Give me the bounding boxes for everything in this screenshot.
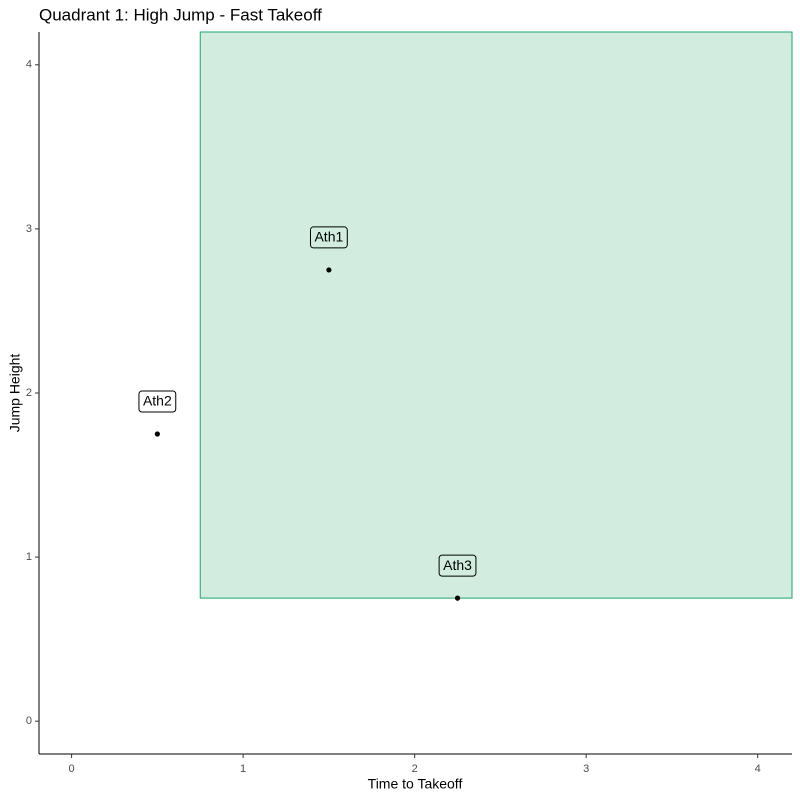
x-tick-label: 2 [412,763,418,775]
y-tick-label: 3 [26,223,32,235]
x-tick-label: 0 [69,763,75,775]
point [154,431,160,437]
y-axis-title: Jump Height [7,354,23,433]
region [199,31,793,599]
label-box [438,554,477,577]
y-tick-label: 2 [26,387,32,399]
y-tick-label: 1 [26,551,32,563]
point [326,267,332,273]
point-label: Ath1 [314,229,343,245]
point [454,595,461,601]
x-axis-title: Time to Takeoff [368,776,463,792]
x-tick-label: 1 [240,763,246,775]
label-box [309,226,348,249]
x-tick-label: 3 [583,763,589,775]
x-tick-label: 4 [755,763,761,775]
y-tick-label: 4 [26,59,32,71]
label-box [138,390,177,413]
point-label: Ath3 [443,557,472,573]
point-label: Ath2 [143,393,172,409]
chart-title: Quadrant 1: High Jump - Fast Takeoff [39,5,322,24]
y-tick-label: 0 [26,715,32,727]
